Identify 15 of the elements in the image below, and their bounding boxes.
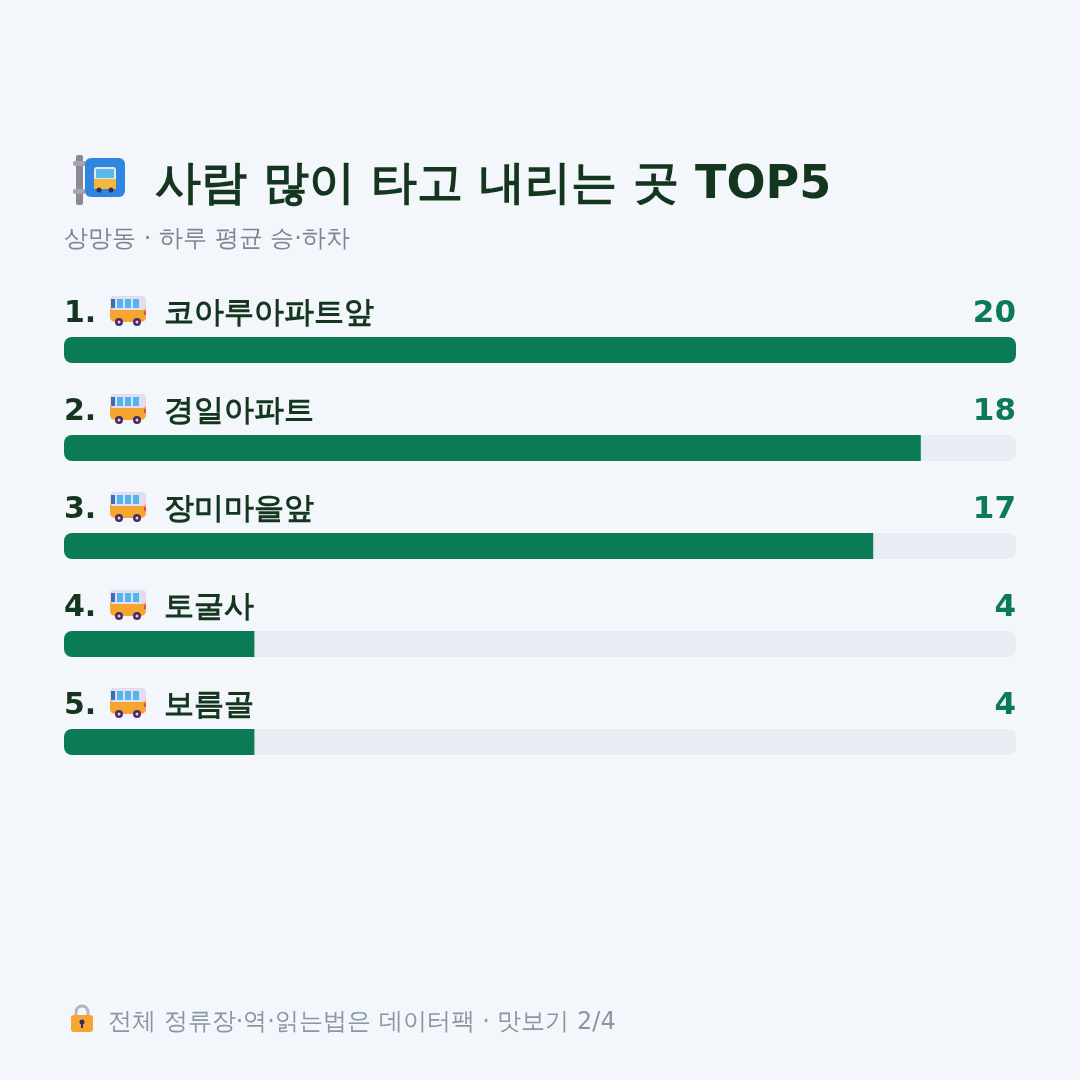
- category-label: 1. 코아루아파트앞: [64, 294, 374, 329]
- data-label: 17: [972, 489, 1016, 525]
- chart-subtitle: 상망동 · 하루 평균 승·하차: [64, 224, 350, 252]
- category-label: 5. 보름골: [64, 686, 254, 721]
- text: 전체 정류장·역·읽는법은 데이터팩 · 맛보기 2/4: [108, 1007, 616, 1035]
- category-label: 2. 경일아파트: [64, 392, 314, 427]
- chart-title: 사람 많이 타고 내리는 곳 TOP5: [155, 155, 832, 209]
- data-label: 20: [972, 293, 1016, 329]
- bar: [64, 631, 255, 657]
- data-label: 4: [994, 587, 1016, 623]
- data-label: 18: [972, 391, 1016, 427]
- category-label: 3. 장미마을앞: [64, 490, 314, 525]
- data-label: 4: [994, 685, 1016, 721]
- category-label: 4. 토굴사: [64, 588, 254, 623]
- bar: [64, 729, 255, 755]
